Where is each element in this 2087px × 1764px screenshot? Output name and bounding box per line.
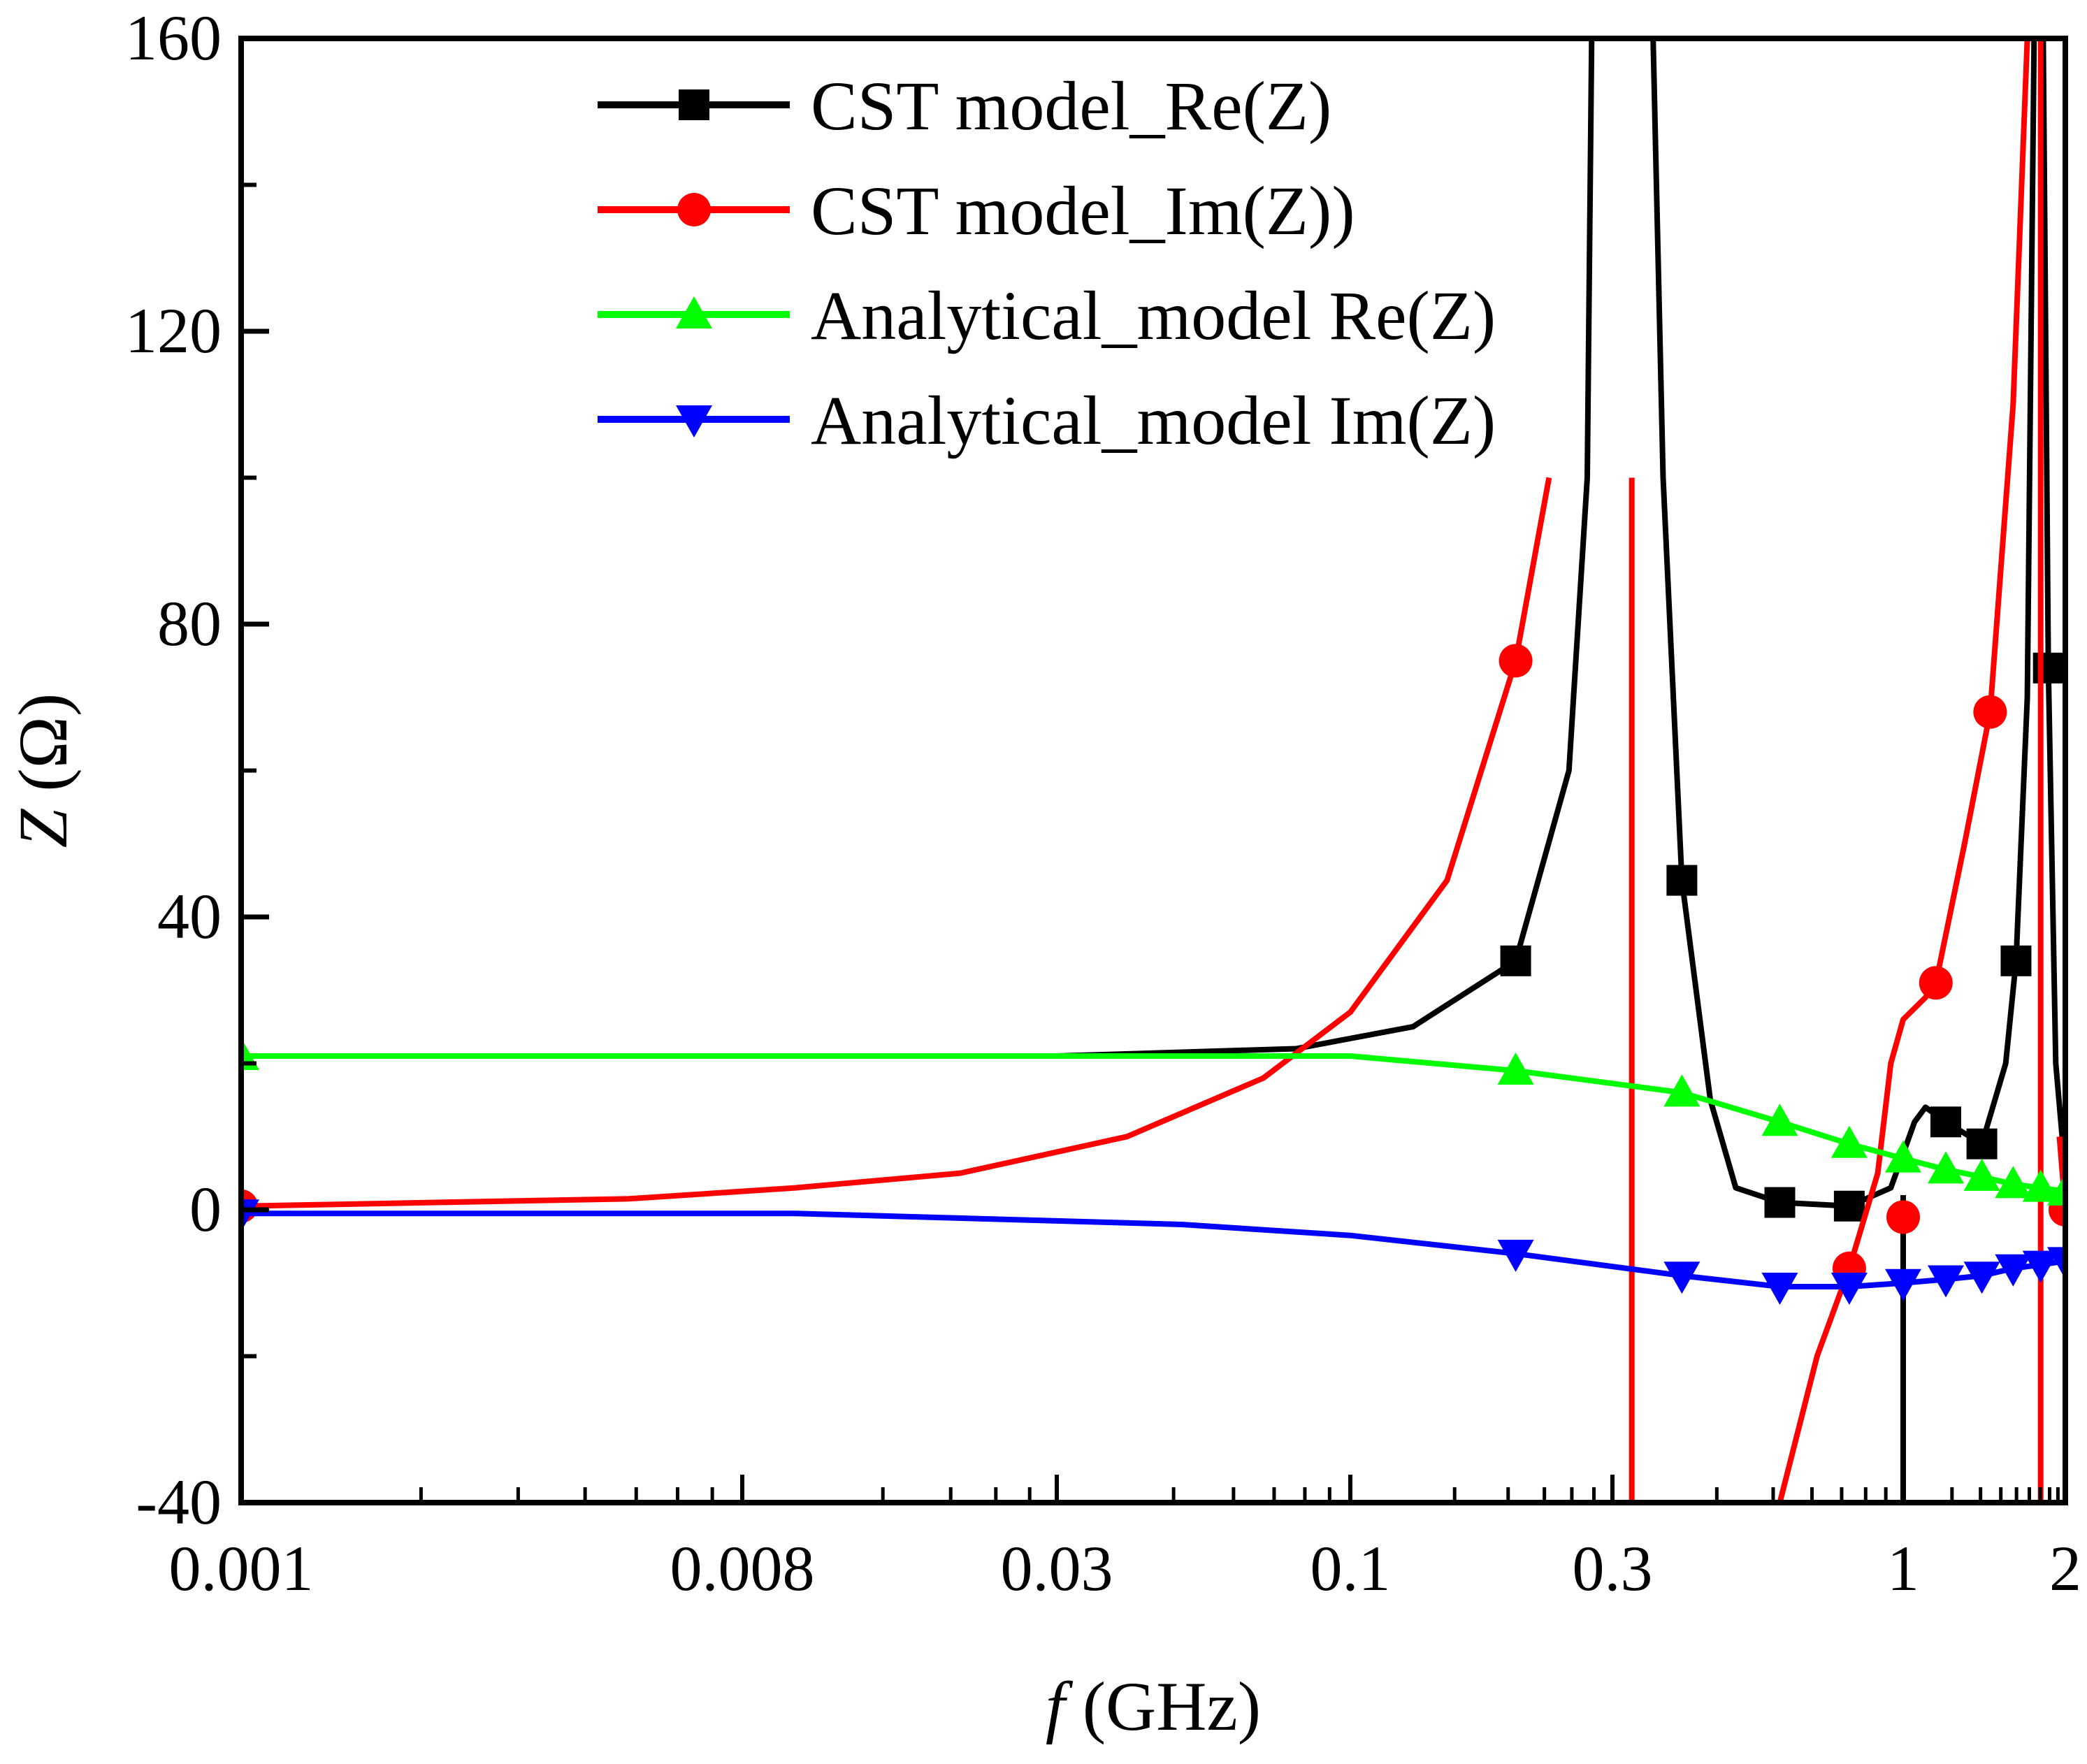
data-point-marker — [2047, 1247, 2065, 1280]
x-tick-label: 1 — [1887, 1533, 1919, 1604]
legend-item: Analytical_model Im(Z) — [598, 382, 1496, 459]
legend-item: CST model_Im(Z)) — [598, 172, 1355, 250]
y-tick-label: 160 — [125, 2, 222, 73]
data-point-marker — [2047, 1173, 2065, 1206]
data-point-marker — [1663, 1074, 1700, 1107]
legend-marker-icon — [679, 89, 709, 120]
legend-marker-icon — [677, 193, 711, 226]
data-point-marker — [1830, 1125, 1868, 1158]
legend: CST model_Re(Z) CST model_Im(Z)) Analytica… — [598, 67, 1496, 459]
x-tick-label: 0.03 — [1001, 1533, 1113, 1604]
data-point-marker — [1833, 1190, 1865, 1222]
data-point-marker — [1963, 1261, 2000, 1294]
y-axis-title-rest: (Ω) — [4, 693, 82, 809]
axis-layer: -40 0 40 80 120 160 0.001 0.008 0.03 0.1 0.3 1 2 — [125, 2, 2081, 1604]
data-point-marker — [1830, 1272, 1868, 1305]
data-point-marker — [1973, 695, 2007, 729]
x-tick-label: 2 — [2049, 1533, 2081, 1604]
series-2 — [241, 1038, 2065, 1206]
data-point-marker — [1499, 644, 1533, 678]
x-tick-label: 0.008 — [670, 1533, 815, 1604]
y-tick-label: -40 — [136, 1466, 222, 1538]
series-3 — [241, 1199, 2065, 1305]
legend-marker-icon — [676, 405, 712, 438]
legend-label: Analytical_model Im(Z) — [811, 382, 1496, 459]
x-axis-title: f (GHz) — [1046, 1668, 1261, 1745]
data-point-marker — [1995, 1166, 2032, 1199]
data-point-marker — [1666, 865, 1698, 896]
series-line — [241, 477, 1552, 1209]
data-point-marker — [1995, 1254, 2032, 1287]
data-point-marker — [1764, 1187, 1796, 1218]
data-point-marker — [1500, 945, 1531, 976]
series-line — [241, 38, 2065, 1209]
x-tick-label: 0.001 — [169, 1533, 314, 1604]
data-point-marker — [1930, 1106, 1962, 1138]
data-point-marker — [2032, 652, 2064, 684]
y-tick-label: 40 — [157, 881, 222, 952]
data-point-marker — [1761, 1104, 1798, 1136]
y-tick-label: 120 — [125, 295, 222, 366]
series-0 — [241, 38, 2065, 1503]
legend-item: Analytical_model Re(Z) — [598, 277, 1496, 354]
legend-label: Analytical_model Re(Z) — [811, 277, 1496, 354]
legend-item: CST model_Re(Z) — [598, 67, 1331, 145]
legend-label: CST model_Im(Z)) — [811, 172, 1355, 250]
y-axis-title-italic: Z — [4, 808, 82, 848]
data-point-marker — [1886, 1200, 1920, 1234]
data-point-marker — [1761, 1272, 1798, 1305]
data-point-marker — [2022, 1169, 2059, 1202]
x-axis-title-rest: (GHz) — [1065, 1668, 1261, 1745]
legend-marker-icon — [676, 296, 712, 328]
data-point-marker — [1497, 1239, 1534, 1272]
data-point-marker — [1663, 1261, 1700, 1294]
y-axis-title: Z (Ω) — [4, 693, 82, 848]
data-point-marker — [1928, 1151, 1965, 1184]
data-point-marker — [1966, 1128, 1998, 1159]
series-1 — [241, 38, 2065, 1503]
series-layer — [241, 38, 2065, 1503]
y-tick-label: 0 — [189, 1173, 222, 1245]
data-point-marker — [1919, 966, 1953, 1000]
data-point-marker — [1928, 1265, 1965, 1298]
x-tick-label: 0.3 — [1573, 1533, 1653, 1604]
data-point-marker — [1885, 1268, 1921, 1301]
y-tick-label: 80 — [157, 588, 222, 659]
data-point-marker — [2000, 945, 2032, 976]
x-tick-label: 0.1 — [1310, 1533, 1391, 1604]
data-point-marker — [1885, 1140, 1921, 1173]
data-point-marker — [1497, 1052, 1534, 1085]
data-point-marker — [2022, 1250, 2059, 1283]
data-point-marker — [1963, 1158, 2000, 1191]
legend-label: CST model_Re(Z) — [811, 67, 1331, 145]
